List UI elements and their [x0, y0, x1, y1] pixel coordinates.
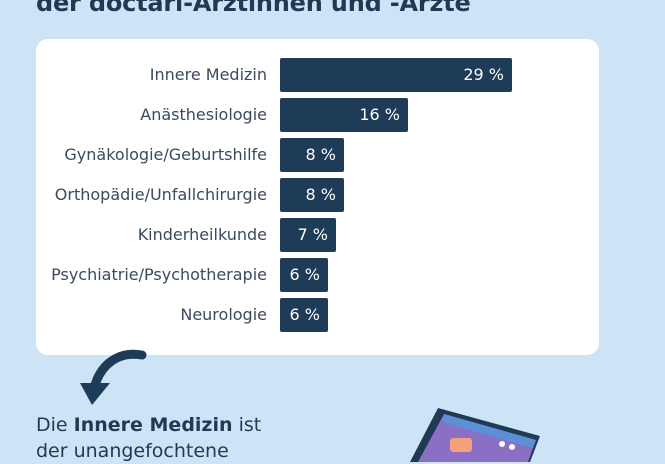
bar-row: Psychiatrie/Psychotherapie 6 %: [36, 258, 599, 292]
value-label: 8 %: [305, 145, 336, 164]
bar-row: Orthopädie/Unfallchirurgie 8 %: [36, 178, 599, 212]
category-label: Innere Medizin: [149, 65, 267, 84]
bar: 29 %: [280, 58, 512, 92]
category-label: Anästhesiologie: [140, 105, 267, 124]
bar: 8 %: [280, 178, 344, 212]
caption-suffix: ist: [232, 414, 262, 436]
caption-text: Die Innere Medizin ist der unangefochten…: [36, 412, 296, 464]
value-label: 6 %: [289, 265, 320, 284]
bar: 16 %: [280, 98, 408, 132]
value-label: 29 %: [463, 65, 504, 84]
curved-arrow-icon: [80, 349, 147, 405]
category-label: Kinderheilkunde: [137, 225, 267, 244]
caption-prefix: Die: [36, 414, 74, 436]
bar-row: Anästhesiologie 16 %: [36, 98, 599, 132]
value-label: 8 %: [305, 185, 336, 204]
value-label: 16 %: [359, 105, 400, 124]
bar-row: Innere Medizin 29 %: [36, 58, 599, 92]
caption-line2: der unangefochtene: [36, 440, 229, 462]
bar: 7 %: [280, 218, 336, 252]
bar: 8 %: [280, 138, 344, 172]
category-label: Orthopädie/Unfallchirurgie: [54, 185, 267, 204]
chart-title: der doctari-Ärztinnen und -Ärzte: [36, 0, 471, 17]
tablet-illustration: [410, 408, 540, 462]
value-label: 6 %: [289, 305, 320, 324]
bar-row: Gynäkologie/Geburtshilfe 8 %: [36, 138, 599, 172]
bar-row: Neurologie 6 %: [36, 298, 599, 332]
bar: 6 %: [280, 258, 328, 292]
value-label: 7 %: [297, 225, 328, 244]
category-label: Psychiatrie/Psychotherapie: [51, 265, 267, 284]
caption-highlight: Innere Medizin: [73, 414, 233, 436]
category-label: Gynäkologie/Geburtshilfe: [64, 145, 267, 164]
bar-row: Kinderheilkunde 7 %: [36, 218, 599, 252]
chart-card: Innere Medizin 29 % Anästhesiologie 16 % Gyn…: [36, 39, 599, 355]
bar: 6 %: [280, 298, 328, 332]
category-label: Neurologie: [180, 305, 267, 324]
